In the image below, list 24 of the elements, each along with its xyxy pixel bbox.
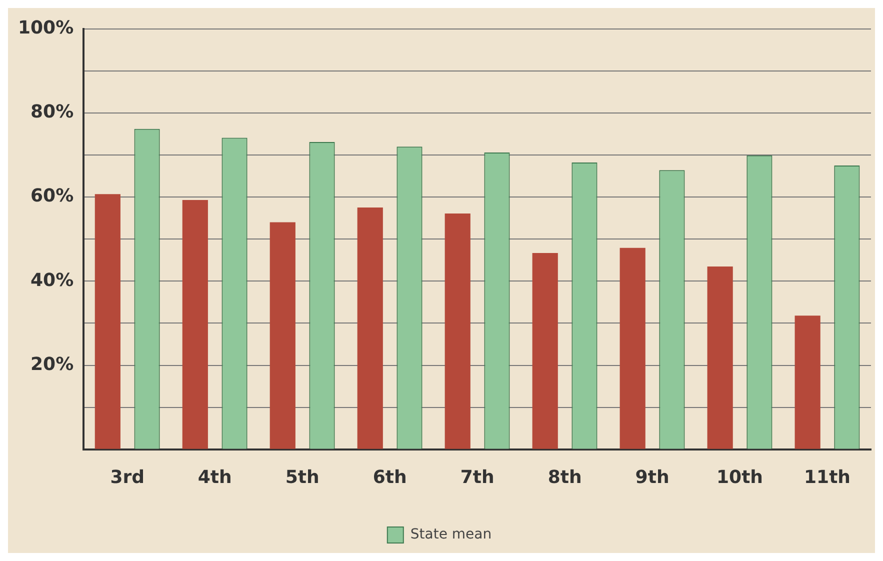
x-tick-label: 8th (548, 466, 582, 488)
bar (707, 266, 733, 449)
bar (270, 222, 296, 449)
bar (94, 194, 120, 449)
y-tick-label: 80% (30, 102, 74, 123)
y-tick-label: 20% (30, 354, 74, 375)
x-tick-label: 5th (285, 466, 320, 488)
bar (620, 248, 646, 449)
legend-label: State mean (410, 526, 492, 543)
x-tick-label: 9th (635, 466, 670, 488)
bar (532, 252, 558, 449)
x-tick-label: 4th (198, 466, 232, 488)
bar (444, 213, 470, 449)
bar (357, 208, 383, 449)
bar (794, 316, 820, 449)
y-tick-label: 60% (30, 186, 74, 207)
y-tick-label: 40% (30, 270, 74, 291)
x-tick-label: 6th (372, 466, 407, 488)
x-tick-label: 7th (460, 466, 494, 488)
x-tick-label: 11th (804, 466, 850, 488)
y-tick-label: 100% (18, 17, 74, 38)
bar (182, 200, 208, 449)
x-tick-label: 10th (716, 466, 763, 488)
x-tick-label: 3rd (110, 466, 144, 488)
